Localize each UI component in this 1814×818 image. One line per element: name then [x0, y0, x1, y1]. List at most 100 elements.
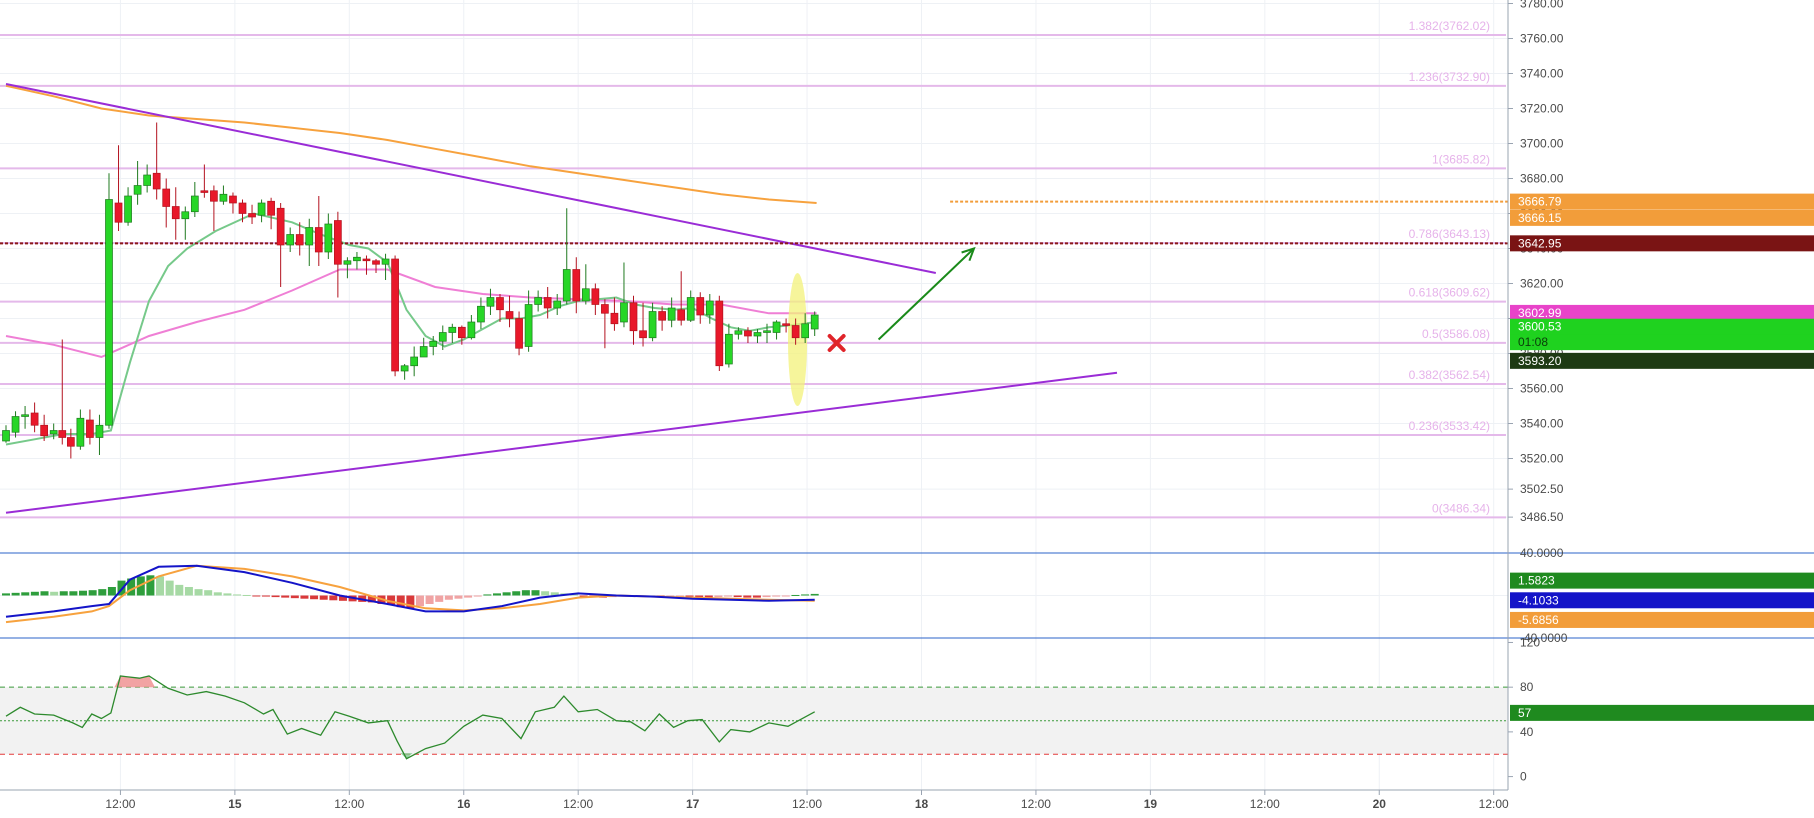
macd-histogram-bar: [165, 580, 174, 596]
candle-body: [725, 333, 733, 365]
macd-histogram-bar: [695, 595, 704, 598]
candle-body: [477, 305, 485, 323]
rsi-tick-label: 80: [1520, 680, 1534, 694]
rsi-tick-label: 120: [1520, 635, 1540, 649]
macd-badge: [1510, 611, 1814, 628]
candle-body: [248, 213, 256, 218]
price-tick-label: 3502.50: [1520, 482, 1564, 496]
price-tick-label: 3700.00: [1520, 137, 1564, 151]
cross-mark: [827, 334, 846, 352]
candle-body: [677, 309, 686, 321]
rsi-badge: [1510, 704, 1814, 721]
fib-level-label: 1.236(3732.90): [1409, 70, 1490, 84]
candle-body: [658, 311, 666, 321]
macd-histogram-bar: [406, 595, 415, 609]
candle-body: [76, 417, 85, 447]
price-badges: 3666.79 3666.15 3642.95 3602.993600.5301:08…: [1510, 193, 1814, 721]
candle-body: [2, 430, 10, 442]
candle-body: [486, 297, 495, 307]
macd-histogram-bar: [810, 593, 819, 596]
macd-histogram-bar: [435, 595, 444, 602]
candle-body: [601, 304, 609, 314]
candle-body: [534, 297, 542, 305]
macd-histogram-bar: [531, 590, 540, 596]
price-tick-label: 3720.00: [1520, 102, 1564, 116]
time-tick-label: 12:00: [1250, 797, 1280, 811]
rsi-oversold-fill: [400, 753, 413, 759]
macd-histogram-bar: [733, 595, 742, 598]
macd-histogram: [2, 575, 819, 609]
fib-level-label: 1(3685.82): [1432, 152, 1490, 166]
fib-levels: 1.382(3762.02) 1.236(3732.90) 1(3685.82) 0.…: [0, 19, 1506, 519]
candle-body: [30, 412, 39, 426]
candle-body: [21, 414, 29, 417]
candle-body: [801, 323, 810, 339]
time-tick-label: 12:00: [105, 797, 135, 811]
candle-body: [95, 424, 104, 438]
macd-histogram-bar: [184, 587, 193, 596]
candle-body: [581, 288, 590, 302]
price-axis[interactable]: 3486.503502.503520.003540.003560.003580.…: [1508, 0, 1568, 784]
macd-badge-label: 1.5823: [1518, 574, 1555, 588]
panel-separators: [0, 0, 1814, 791]
candle-body: [419, 346, 428, 358]
macd-badge: [1510, 572, 1814, 589]
rsi-tick-label: 0: [1520, 770, 1527, 784]
candle-body: [715, 300, 724, 367]
candle-body: [810, 314, 819, 330]
candle-body: [753, 332, 762, 337]
macd-histogram-bar: [579, 595, 588, 597]
macd-histogram-bar: [261, 595, 270, 597]
macd-badge-label: -4.1033: [1518, 593, 1559, 607]
price-panel: 1.382(3762.02) 1.236(3732.90) 1(3685.82) 0.…: [0, 0, 1508, 790]
time-tick-label: 15: [228, 797, 242, 811]
candlesticks: [2, 122, 819, 459]
candle-body: [314, 227, 323, 253]
price-badge: [1510, 352, 1814, 369]
price-tick-label: 3680.00: [1520, 172, 1564, 186]
price-tick-label: 3760.00: [1520, 32, 1564, 46]
price-badge-label: 3666.15: [1518, 211, 1562, 225]
price-badge: [1510, 209, 1814, 226]
candle-body: [620, 302, 628, 323]
price-badge: [1510, 304, 1814, 321]
candle-body: [267, 200, 275, 216]
macd-histogram-bar: [502, 592, 511, 596]
time-tick-label: 12:00: [1021, 797, 1051, 811]
price-badge-label: 3666.79: [1518, 195, 1562, 209]
moving-average-line: [5, 84, 817, 204]
candle-body: [190, 195, 199, 213]
rsi-panel: [0, 675, 1508, 760]
price-badge-label: 3593.20: [1518, 354, 1562, 368]
candle-body: [324, 223, 333, 253]
candle-body: [286, 234, 295, 246]
macd-histogram-bar: [204, 590, 213, 596]
macd-histogram-bar: [11, 592, 20, 596]
candle-body: [353, 256, 361, 262]
fib-level-label: 0.618(3609.62): [1409, 286, 1490, 300]
macd-histogram-bar: [290, 595, 299, 599]
rsi-badge-label: 57: [1518, 706, 1532, 720]
time-tick-label: 18: [915, 797, 929, 811]
candle-body: [505, 311, 514, 319]
candle-body: [734, 330, 743, 335]
time-axis[interactable]: 12:00 15 12:00 16 12:00 17 12:00 18 12:00 19 12:00…: [105, 790, 1509, 811]
macd-histogram-bar: [175, 584, 184, 596]
macd-histogram-bar: [367, 595, 376, 603]
candle-body: [114, 202, 123, 223]
macd-histogram-bar: [79, 590, 88, 596]
candle-body: [553, 300, 562, 309]
candle-body: [791, 325, 800, 339]
candle-body: [257, 202, 266, 216]
candle-body: [448, 326, 457, 333]
candle-body: [40, 424, 48, 437]
candle-body: [410, 356, 419, 367]
candle-body: [629, 302, 638, 332]
candle-body: [171, 206, 180, 220]
macd-histogram-bar: [675, 595, 684, 597]
candle-body: [610, 312, 619, 325]
moving-average-line: [5, 268, 817, 359]
candle-body: [372, 260, 380, 265]
macd-histogram-bar: [338, 595, 347, 601]
